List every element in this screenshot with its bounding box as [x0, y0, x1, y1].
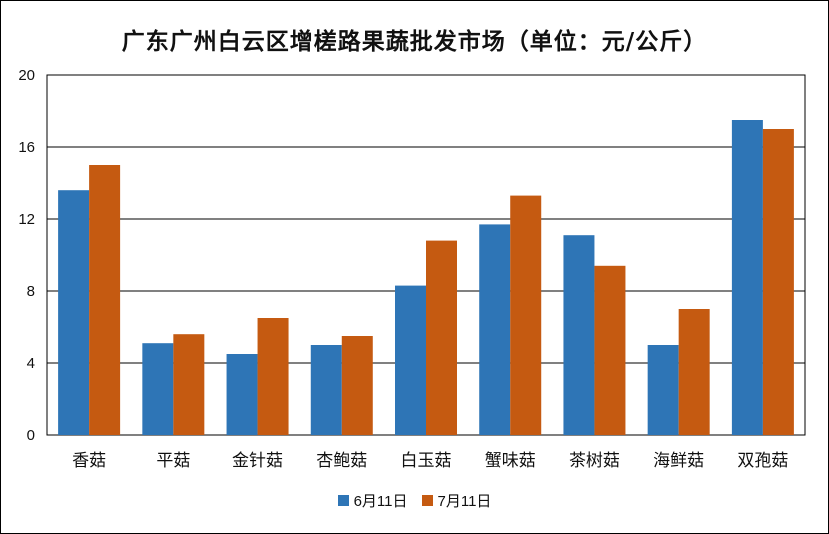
bar-2-2 [173, 334, 205, 435]
bar-2-4 [341, 336, 373, 435]
x-category-label: 香菇 [72, 451, 106, 471]
bar-1-6 [479, 224, 511, 435]
x-category-label: 海鲜菇 [653, 451, 704, 471]
bar-1-4 [310, 345, 342, 435]
legend: 6月11日 7月11日 [0, 490, 829, 511]
legend-item-series-2: 7月11日 [421, 490, 492, 511]
y-tick-label: 16 [18, 139, 35, 156]
y-tick-label: 8 [27, 283, 35, 300]
y-tick-label: 20 [18, 67, 35, 84]
bar-1-1 [58, 190, 90, 435]
bar-2-1 [89, 165, 121, 435]
bar-2-3 [257, 318, 289, 435]
bar-1-9 [731, 120, 763, 435]
bar-2-5 [426, 240, 457, 435]
x-category-label: 双孢菇 [737, 451, 788, 471]
bar-1-2 [142, 343, 174, 435]
bar-2-6 [510, 195, 542, 435]
y-tick-label: 12 [18, 211, 35, 228]
x-category-label: 金针菇 [232, 451, 283, 471]
bar-1-7 [563, 235, 595, 435]
x-category-label: 茶树菇 [569, 451, 620, 471]
bar-2-7 [594, 265, 626, 435]
chart-title: 广东广州白云区增槎路果蔬批发市场（单位：元/公斤） [121, 28, 708, 55]
x-category-label: 杏鲍菇 [316, 451, 367, 471]
x-category-label: 白玉菇 [401, 451, 452, 471]
bar-1-8 [647, 345, 679, 435]
bar-2-8 [678, 309, 710, 435]
legend-swatch-series-2 [421, 495, 433, 506]
bar-1-3 [226, 354, 258, 435]
y-tick-label: 4 [27, 355, 35, 372]
legend-label-series-1: 6月11日 [353, 493, 408, 510]
x-category-label: 平菇 [156, 451, 190, 471]
legend-item-series-1: 6月11日 [337, 490, 408, 511]
legend-label-series-2: 7月11日 [437, 493, 492, 510]
bar-2-9 [762, 129, 794, 435]
x-category-label: 蟹味菇 [485, 451, 536, 471]
y-tick-label: 0 [27, 427, 35, 444]
bar-1-5 [395, 285, 426, 435]
legend-swatch-series-1 [337, 495, 349, 506]
